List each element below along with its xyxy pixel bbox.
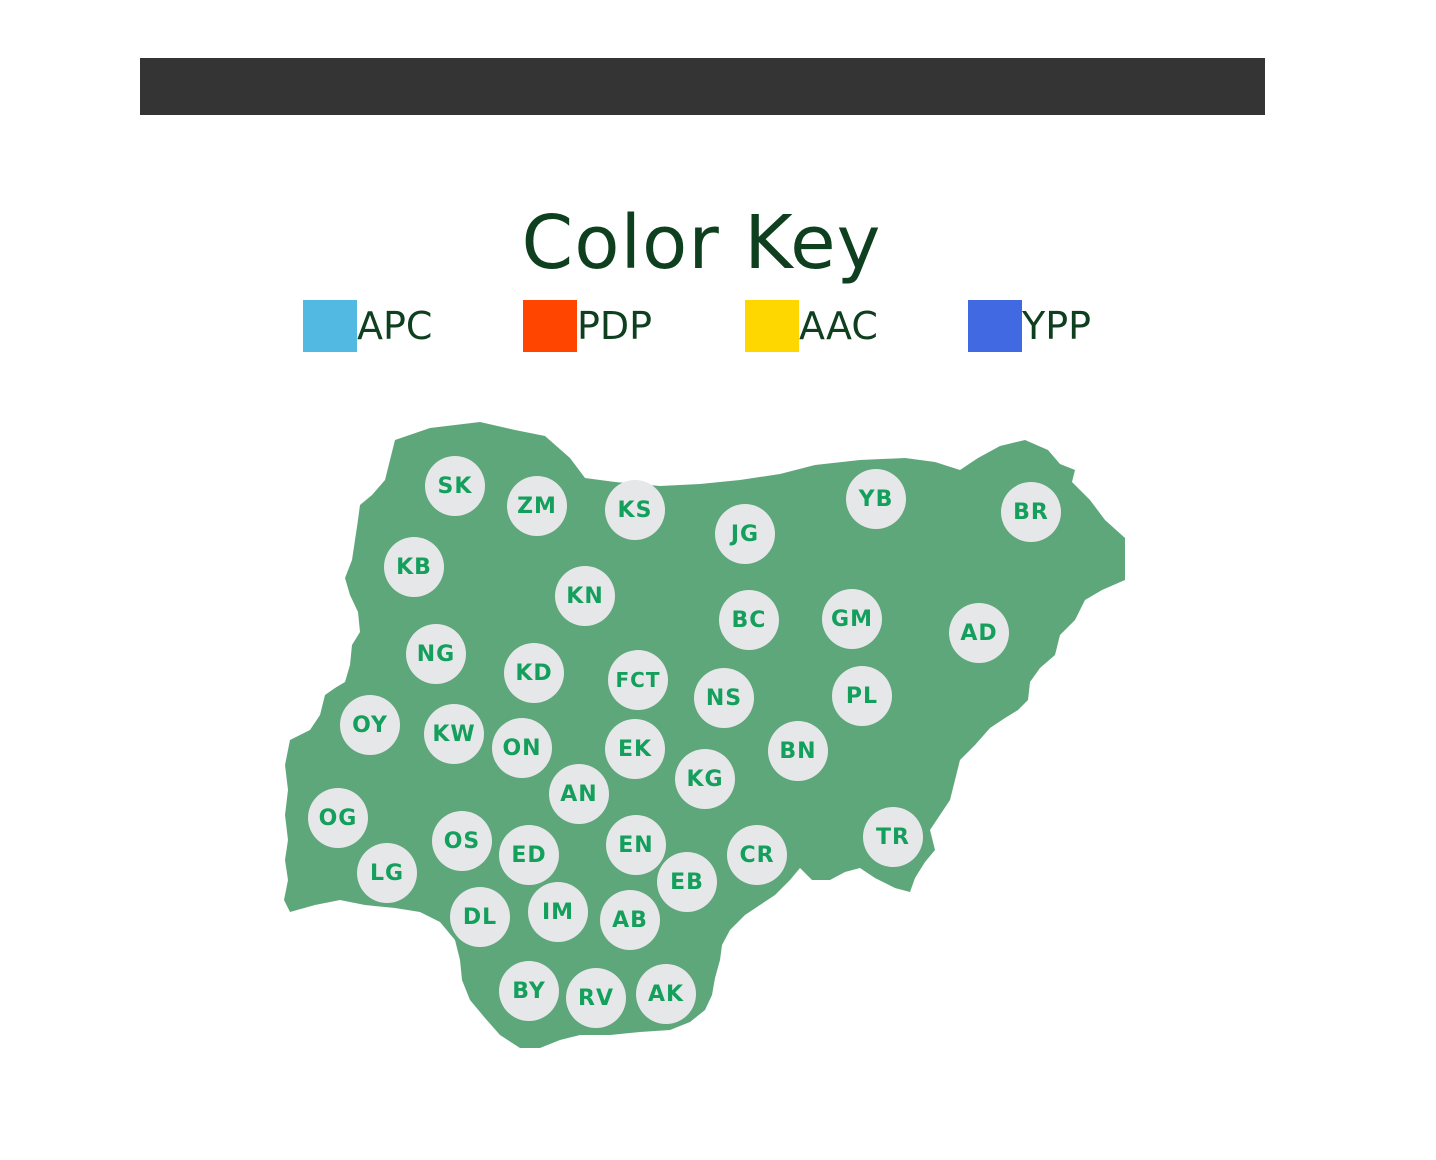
legend-item-ypp: YPP — [968, 300, 1091, 352]
state-bubble-ab[interactable]: AB — [600, 890, 660, 950]
state-bubble-by[interactable]: BY — [499, 961, 559, 1021]
state-bubble-bn[interactable]: BN — [768, 721, 828, 781]
state-bubble-kn[interactable]: KN — [555, 566, 615, 626]
state-bubble-on[interactable]: ON — [492, 718, 552, 778]
state-bubble-en[interactable]: EN — [606, 815, 666, 875]
state-bubble-bc[interactable]: BC — [719, 590, 779, 650]
state-bubble-rv[interactable]: RV — [566, 968, 626, 1028]
state-bubble-kw[interactable]: KW — [424, 704, 484, 764]
state-bubble-an[interactable]: AN — [549, 764, 609, 824]
state-bubble-kb[interactable]: KB — [384, 537, 444, 597]
legend-item-aac: AAC — [745, 300, 878, 352]
state-bubble-eb[interactable]: EB — [657, 852, 717, 912]
state-bubble-jg[interactable]: JG — [715, 504, 775, 564]
state-bubble-ks[interactable]: KS — [605, 480, 665, 540]
legend-swatch-aac — [745, 300, 799, 352]
state-bubble-ng[interactable]: NG — [406, 624, 466, 684]
state-bubble-kg[interactable]: KG — [675, 749, 735, 809]
state-bubble-os[interactable]: OS — [432, 811, 492, 871]
state-bubble-dl[interactable]: DL — [450, 887, 510, 947]
state-bubble-pl[interactable]: PL — [832, 666, 892, 726]
legend-swatch-pdp — [523, 300, 577, 352]
state-bubble-zm[interactable]: ZM — [507, 476, 567, 536]
legend-item-pdp: PDP — [523, 300, 652, 352]
legend-label-ypp: YPP — [1022, 304, 1092, 348]
legend-swatch-ypp — [968, 300, 1022, 352]
state-bubble-sk[interactable]: SK — [425, 456, 485, 516]
state-bubble-ek[interactable]: EK — [605, 719, 665, 779]
legend-swatch-apc — [303, 300, 357, 352]
state-bubble-ad[interactable]: AD — [949, 603, 1009, 663]
state-bubble-br[interactable]: BR — [1001, 482, 1061, 542]
state-bubble-tr[interactable]: TR — [863, 807, 923, 867]
state-bubble-oy[interactable]: OY — [340, 695, 400, 755]
legend-label-aac: AAC — [799, 304, 878, 348]
state-bubble-gm[interactable]: GM — [822, 589, 882, 649]
state-bubble-ak[interactable]: AK — [636, 964, 696, 1024]
state-bubble-ns[interactable]: NS — [694, 668, 754, 728]
legend-label-pdp: PDP — [577, 304, 653, 348]
top-bar — [140, 58, 1265, 115]
state-bubble-ed[interactable]: ED — [499, 825, 559, 885]
state-bubble-fct[interactable]: FCT — [608, 650, 668, 710]
state-bubble-im[interactable]: IM — [528, 882, 588, 942]
state-bubble-kd[interactable]: KD — [504, 643, 564, 703]
state-bubble-og[interactable]: OG — [308, 788, 368, 848]
legend-item-apc: APC — [303, 300, 432, 352]
legend-label-apc: APC — [357, 304, 433, 348]
color-key-title: Color Key — [521, 200, 882, 286]
nigeria-outline — [284, 422, 1125, 1048]
state-bubble-cr[interactable]: CR — [727, 825, 787, 885]
state-bubble-lg[interactable]: LG — [357, 843, 417, 903]
state-bubble-yb[interactable]: YB — [846, 469, 906, 529]
